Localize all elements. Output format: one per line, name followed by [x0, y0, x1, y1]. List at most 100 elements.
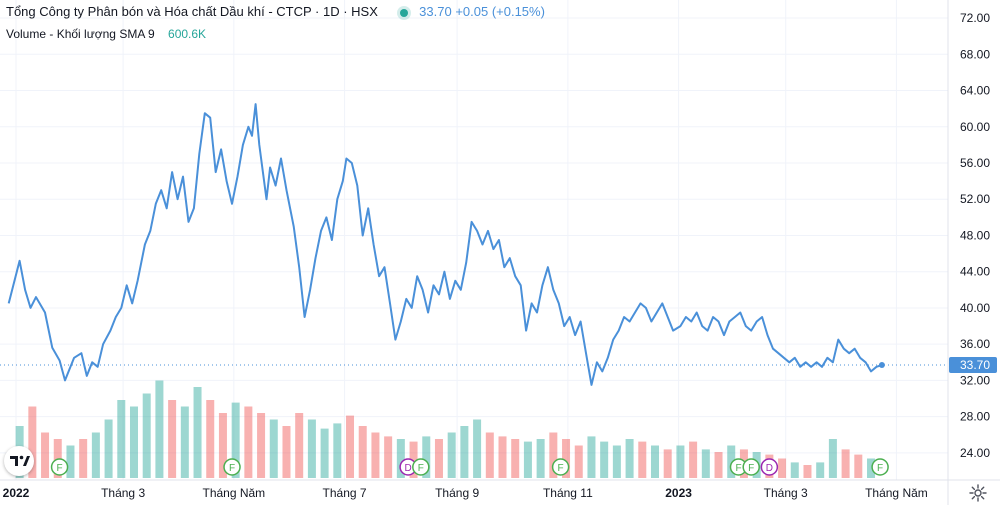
volume-bar: [498, 436, 507, 478]
last-price-point: [878, 362, 885, 369]
volume-bar: [828, 439, 837, 478]
volume-bar: [218, 413, 227, 478]
tradingview-logo-icon[interactable]: [4, 446, 34, 476]
volume-bar: [790, 462, 799, 478]
financial-event-marker[interactable]: F: [50, 458, 69, 476]
volume-bar: [66, 445, 75, 478]
volume-bar: [295, 413, 304, 478]
x-tick-label: Tháng 9: [435, 486, 479, 500]
y-tick-label: 56.00: [960, 156, 990, 170]
volume-bar: [231, 402, 240, 478]
event-marker-label: F: [229, 463, 235, 474]
volume-bar: [562, 439, 571, 478]
volume-bar: [727, 445, 736, 478]
event-marker-circle: [50, 458, 69, 476]
dividend-event-marker[interactable]: D: [760, 458, 779, 476]
volume-bar: [485, 432, 494, 478]
volume-bar: [282, 426, 291, 478]
event-marker-circle: [871, 458, 889, 476]
volume-bar: [523, 441, 532, 478]
volume-bar: [841, 449, 850, 478]
volume-bar: [129, 406, 138, 478]
x-tick-label: Tháng Năm: [865, 486, 928, 500]
volume-bar: [28, 406, 37, 478]
x-tick-label: Tháng 7: [323, 486, 367, 500]
volume-bar: [104, 419, 113, 478]
volume-bar: [206, 400, 215, 478]
volume-bar: [778, 458, 787, 478]
x-tick-label: Tháng 3: [101, 486, 145, 500]
financial-event-marker[interactable]: F: [412, 458, 430, 476]
y-tick-label: 72.00: [960, 11, 990, 25]
y-tick-label: 44.00: [960, 265, 990, 279]
x-tick-label: 2023: [665, 486, 692, 500]
y-tick-label: 32.00: [960, 373, 990, 387]
x-axis[interactable]: 2022 Tháng 3 Tháng Năm Tháng 7 Tháng 9 Tháng …: [3, 486, 928, 500]
volume-bar: [117, 400, 126, 478]
volume-legend: Volume - Khối lượng SMA 9 600.6K: [6, 27, 206, 41]
volume-bar: [612, 445, 621, 478]
volume-bar: [155, 380, 164, 478]
financial-event-marker[interactable]: F: [551, 458, 570, 476]
volume-bar: [854, 454, 863, 478]
volume-bar: [333, 423, 342, 478]
volume-value: 600.6K: [168, 27, 207, 41]
volume-bar: [473, 419, 482, 478]
settings-gear-icon[interactable]: [968, 483, 988, 503]
financial-event-marker[interactable]: F: [742, 458, 760, 476]
volume-bar: [384, 436, 393, 478]
last-price: 33.70: [419, 4, 452, 19]
symbol-title[interactable]: Tổng Công ty Phân bón và Hóa chất Dầu kh…: [6, 4, 378, 19]
volume-bar: [536, 439, 545, 478]
volume-bar: [701, 449, 710, 478]
y-tick-label: 24.00: [960, 446, 990, 460]
volume-bar: [434, 439, 443, 478]
event-marker-circle: [223, 458, 241, 476]
y-tick-label: 36.00: [960, 337, 990, 351]
x-tick-label: 2022: [3, 486, 30, 500]
volume-label[interactable]: Volume - Khối lượng: [6, 27, 116, 41]
volume-bar: [180, 406, 189, 478]
event-marker-circle: [551, 458, 570, 476]
volume-bar: [358, 426, 367, 478]
volume-bar: [600, 441, 609, 478]
y-tick-label: 60.00: [960, 120, 990, 134]
y-tick-label: 28.00: [960, 410, 990, 424]
volume-bar: [91, 432, 100, 478]
last-price-tag: [949, 357, 997, 374]
y-axis[interactable]: 24.00 28.00 32.00 36.00 40.00 44.00 48.00 52.00…: [949, 11, 997, 460]
volume-bar: [79, 439, 88, 478]
volume-bar: [396, 439, 405, 478]
event-marker-label: F: [418, 463, 424, 474]
event-marker-label: F: [735, 463, 741, 474]
price-line: [7, 103, 883, 386]
volume-bar: [371, 432, 380, 478]
event-marker-label: F: [57, 463, 63, 474]
volume-bar: [447, 432, 456, 478]
volume-bar: [803, 465, 812, 478]
y-tick-label: 64.00: [960, 84, 990, 98]
financial-event-marker[interactable]: F: [871, 458, 889, 476]
price-change: +0.05 (+0.15%): [455, 4, 545, 19]
volume-bar: [587, 436, 596, 478]
volume-bar: [269, 419, 278, 478]
volume-bar: [511, 439, 520, 478]
event-marker-label: D: [766, 463, 773, 474]
y-tick-label: 40.00: [960, 301, 990, 315]
financial-event-marker[interactable]: F: [223, 458, 241, 476]
volume-bar: [867, 458, 876, 478]
volume-bars: [15, 380, 876, 478]
volume-bar: [346, 415, 355, 478]
volume-bar: [549, 432, 558, 478]
volume-bar: [460, 426, 469, 478]
volume-bar: [650, 445, 659, 478]
y-tick-label: 52.00: [960, 192, 990, 206]
volume-bar: [574, 445, 583, 478]
market-status-icon: [399, 8, 408, 17]
volume-bar: [244, 406, 253, 478]
volume-bar: [422, 436, 431, 478]
